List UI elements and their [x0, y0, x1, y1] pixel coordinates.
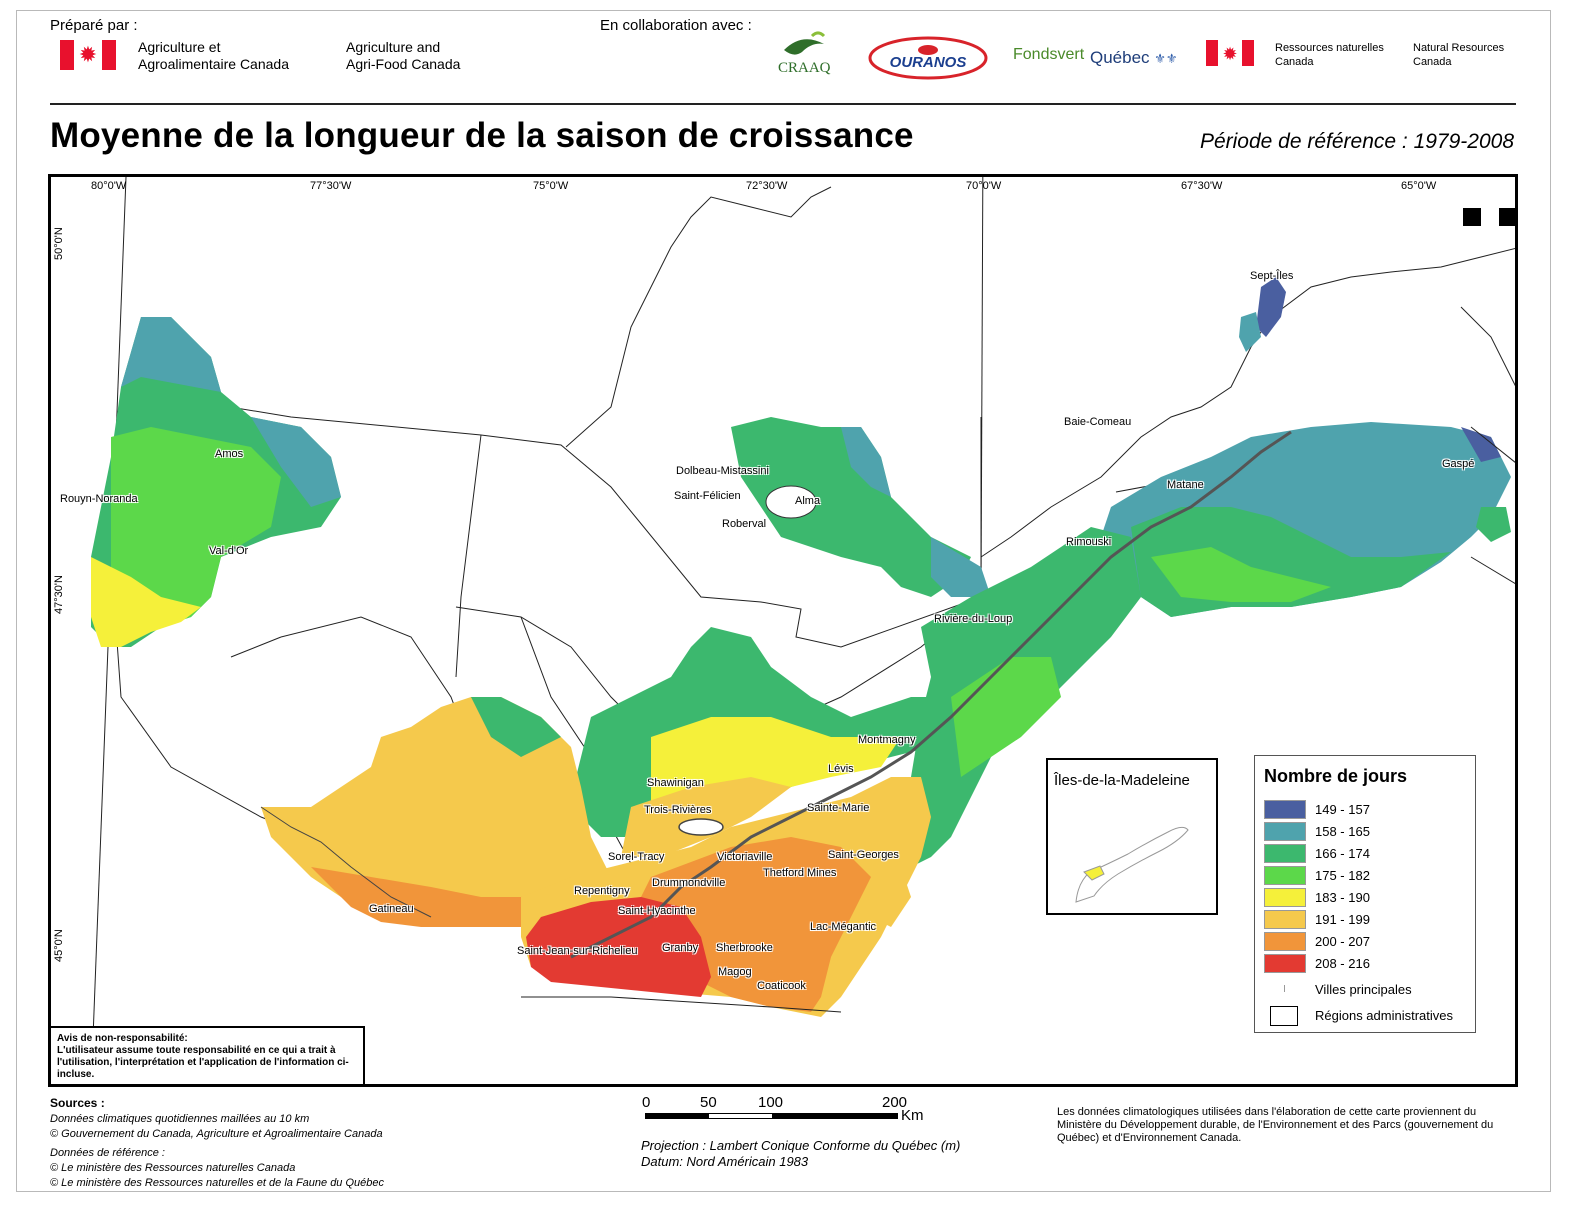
inset-map: Îles-de-la-Madeleine [1046, 758, 1218, 915]
city-label: Thetford Mines [763, 867, 837, 879]
city-label: Sorel-Tracy [608, 851, 665, 863]
city-label: Rouyn-Noranda [60, 493, 138, 505]
city-label: Gaspé [1442, 458, 1475, 470]
city-label: Shawinigan [647, 777, 704, 789]
data-note: Les données climatologiques utilisées da… [1057, 1106, 1494, 1144]
city-label: Val-d'Or [209, 545, 249, 557]
city-label: Granby [662, 942, 699, 954]
aac-name-en: Agriculture and Agri-Food Canada [346, 39, 461, 72]
city-label: Coaticook [757, 980, 806, 992]
craaq-logo: CRAAQ [772, 30, 852, 78]
canada-flag-icon: ✹ [60, 40, 116, 70]
prepared-by-label: Préparé par : [50, 17, 138, 34]
legend-swatch [1264, 844, 1306, 863]
lat-tick: 45°0'N [53, 929, 65, 962]
map-title: Moyenne de la longueur de la saison de c… [50, 116, 914, 155]
inset-islands [1075, 826, 1189, 903]
lon-tick: 80°0'W [91, 180, 127, 192]
nrc-name-fr: Ressources naturelles Canada [1275, 42, 1384, 68]
aac-name-fr: Agriculture et Agroalimentaire Canada [138, 39, 289, 72]
city-label: Alma [795, 495, 821, 507]
lon-tick: 65°0'W [1401, 180, 1437, 192]
city-label: Rimouski [1066, 536, 1112, 548]
city-label: Baie-Comeau [1064, 416, 1132, 428]
ouranos-logo: OURANOS [866, 34, 990, 82]
quebec-logo: Québec ⚜⚜ [1090, 48, 1178, 67]
inset-title: Îles-de-la-Madeleine [1054, 772, 1190, 789]
city-marker-icon [1284, 985, 1285, 992]
city-label: Rivière-du-Loup [934, 613, 1013, 625]
lon-tick: 72°30'W [746, 180, 788, 192]
city-label: Trois-Rivières [644, 804, 712, 816]
legend-swatch [1264, 954, 1306, 973]
city-label: Amos [215, 448, 244, 460]
city-label: Dolbeau-Mistassini [676, 465, 769, 477]
disclaimer-box: Avis de non-responsabilité: L'utilisateu… [51, 1026, 365, 1084]
lon-tick: 75°0'W [533, 180, 569, 192]
city-label: Matane [1167, 479, 1204, 491]
lat-tick: 50°0'N [53, 227, 65, 260]
legend-swatch [1264, 888, 1306, 907]
city-label: Saint-Hyacinthe [618, 905, 696, 917]
city-label: Montmagny [858, 734, 916, 746]
city-label: Sept-Îles [1250, 270, 1294, 282]
reference-period: Période de référence : 1979-2008 [1199, 130, 1514, 153]
city-label: Repentigny [574, 885, 630, 897]
legend-swatch [1264, 822, 1306, 841]
lat-tick: 47°30'N [53, 575, 65, 614]
region-outline-icon [1270, 1006, 1298, 1026]
canada-flag-icon: ✹ [1206, 40, 1254, 66]
city-label: Gatineau [369, 903, 414, 915]
svg-text:CRAAQ: CRAAQ [778, 60, 831, 76]
header-divider [50, 103, 1516, 105]
scale-bar: 0 50 100 200 Km [642, 1094, 924, 1124]
city-label: Roberval [722, 518, 767, 530]
city-label: Drummondville [652, 877, 726, 889]
map-canvas [90, 177, 1515, 1084]
legend-swatch [1264, 932, 1306, 951]
city-label: Victoriaville [717, 851, 773, 863]
legend: Nombre de jours 149 - 157 158 - 165 166 … [1254, 755, 1476, 1033]
svg-text:OURANOS: OURANOS [890, 54, 967, 71]
collaboration-label: En collaboration avec : [600, 17, 752, 34]
lon-tick: 77°30'W [310, 180, 352, 192]
map-frame[interactable]: 80°0'W 77°30'W 75°0'W 72°30'W 70°0'W 67°… [48, 174, 1518, 1087]
city-label: Lévis [828, 763, 854, 775]
legend-swatch [1264, 866, 1306, 885]
city-label: Saint-Félicien [674, 490, 741, 502]
city-label: Sainte-Marie [807, 802, 870, 814]
legend-swatch [1264, 910, 1306, 929]
lon-tick: 67°30'W [1181, 180, 1223, 192]
city-label: Lac-Mégantic [810, 921, 877, 933]
legend-swatch [1264, 800, 1306, 819]
fondsvert-logo: Fondsvert [1013, 46, 1085, 63]
city-label: Magog [718, 966, 752, 978]
page-frame [16, 10, 1551, 1192]
sources-block: Sources : Données climatiques quotidienn… [50, 1096, 385, 1189]
legend-title: Nombre de jours [1264, 766, 1408, 786]
lon-tick: 70°0'W [966, 180, 1002, 192]
projection-info: Projection : Lambert Conique Conforme du… [641, 1138, 961, 1169]
city-label: Saint-Jean-sur-Richelieu [517, 945, 638, 957]
nrc-name-en: Natural Resources Canada [1413, 42, 1505, 68]
city-label: Sherbrooke [716, 942, 773, 954]
city-label: Saint-Georges [828, 849, 899, 861]
